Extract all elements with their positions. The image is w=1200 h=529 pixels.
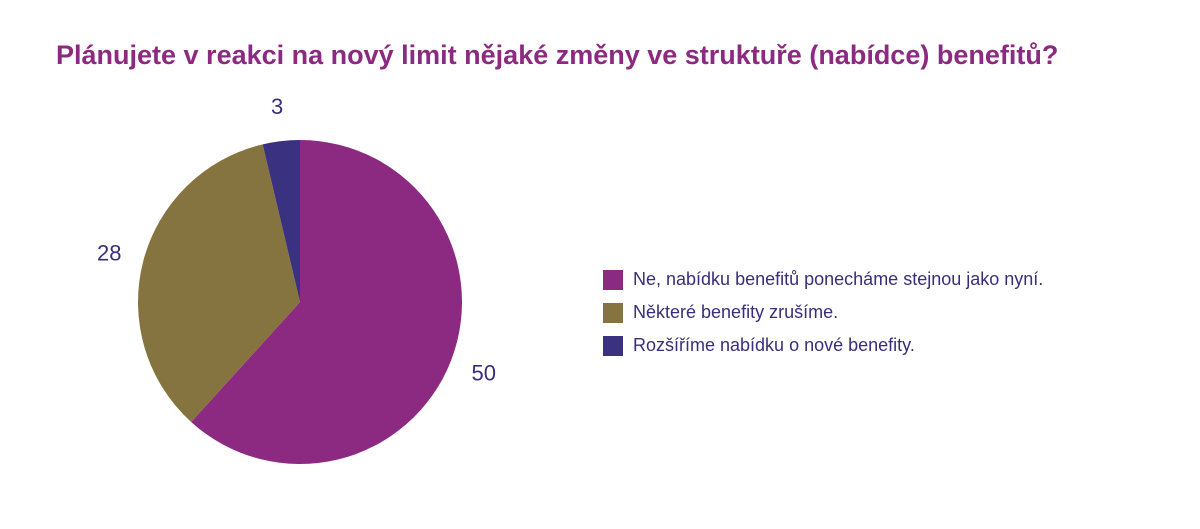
chart-legend: Ne, nabídku benefitů ponecháme stejnou j… (603, 263, 1043, 362)
legend-swatch (603, 335, 623, 356)
legend-item: Některé benefity zrušíme. (603, 296, 1043, 329)
slice-value-label-1: 50 (472, 360, 496, 385)
slice-value-label-2: 28 (97, 240, 121, 265)
legend-label: Některé benefity zrušíme. (633, 302, 839, 322)
pie-slice-3 (262, 140, 300, 302)
chart-title: Plánujete v reakci na nový limit nějaké … (56, 40, 1059, 70)
legend-label: Ne, nabídku benefitů ponecháme stejnou j… (633, 269, 1044, 289)
pie-slice-2 (137, 144, 300, 422)
legend-label: Rozšíříme nabídku o nové benefity. (633, 335, 915, 355)
legend-item: Rozšíříme nabídku o nové benefity. (603, 329, 1043, 362)
legend-swatch (603, 302, 623, 323)
legend-swatch (603, 269, 623, 290)
pie-slice-1 (191, 140, 463, 464)
legend-item: Ne, nabídku benefitů ponecháme stejnou j… (603, 263, 1043, 296)
slice-value-label-3: 3 (271, 94, 283, 119)
